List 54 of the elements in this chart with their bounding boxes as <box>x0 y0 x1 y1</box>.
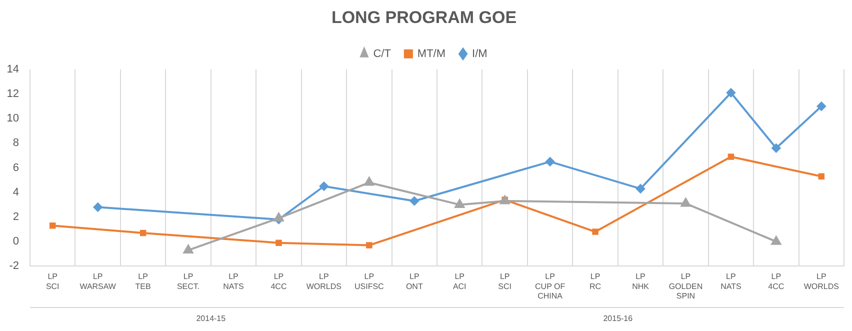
x-tick-label: LP RC <box>589 272 602 291</box>
point <box>592 228 598 235</box>
y-tick-label: 4 <box>12 186 19 198</box>
point <box>364 177 374 186</box>
point <box>546 157 555 166</box>
y-tick-label: 12 <box>6 88 19 100</box>
x-tick-label: LP SCI <box>498 272 512 291</box>
y-tick-label: 8 <box>12 137 19 150</box>
chart-title: LONG PROGRAM GOE <box>331 8 517 27</box>
x-tick-label: LP GOLDEN SPIN <box>668 272 703 300</box>
point <box>49 222 56 229</box>
point <box>454 199 465 208</box>
point <box>276 240 282 246</box>
y-tick-label: -2 <box>9 260 19 272</box>
x-tick-label: LP ONT <box>406 272 423 291</box>
point <box>816 102 826 111</box>
point <box>93 202 102 212</box>
x-tick-label: LP CUP OF CHINA <box>535 272 566 300</box>
point <box>771 236 782 245</box>
point <box>818 173 825 180</box>
y-tick-label: 14 <box>6 63 19 76</box>
x-tick-label: LP NHK <box>632 272 650 291</box>
point <box>636 184 645 194</box>
point <box>680 198 691 207</box>
point <box>366 242 372 248</box>
point <box>140 230 146 236</box>
x-tick-label: LP NATS <box>720 272 742 291</box>
y-tick-label: 0 <box>12 236 19 248</box>
x-tick-label: LP NATS <box>223 272 244 291</box>
point <box>728 154 734 160</box>
point <box>772 144 781 153</box>
text: 2015-16 <box>603 314 634 324</box>
text: 2014-15 <box>196 314 226 324</box>
point <box>410 196 419 206</box>
x-tick-label: LP WORLDS <box>804 272 839 291</box>
point <box>726 88 736 98</box>
x-tick-label: LP USIFSC <box>354 272 384 291</box>
point <box>183 244 194 254</box>
x-tick-label: LP WORLDS <box>306 272 342 291</box>
x-tick-label: LP 4CC <box>768 272 784 291</box>
point <box>319 182 328 191</box>
x-tick-label: LP 4CC <box>270 272 287 291</box>
x-tick-label: LP ACI <box>452 272 466 291</box>
y-tick-label: 2 <box>12 211 19 224</box>
point <box>274 212 284 222</box>
y-tick-label: 6 <box>12 162 19 174</box>
x-tick-label: LP TEB <box>135 272 151 291</box>
x-tick-label: LP SCI <box>46 272 60 291</box>
x-tick-label: LP WARSAW <box>80 272 116 291</box>
legend-label: C/T <box>373 48 392 60</box>
legend-label: I/M <box>472 48 488 60</box>
legend-label: MT/M <box>417 48 446 60</box>
y-tick-label: 10 <box>6 112 19 125</box>
x-tick-label: LP SECT. <box>176 272 200 291</box>
